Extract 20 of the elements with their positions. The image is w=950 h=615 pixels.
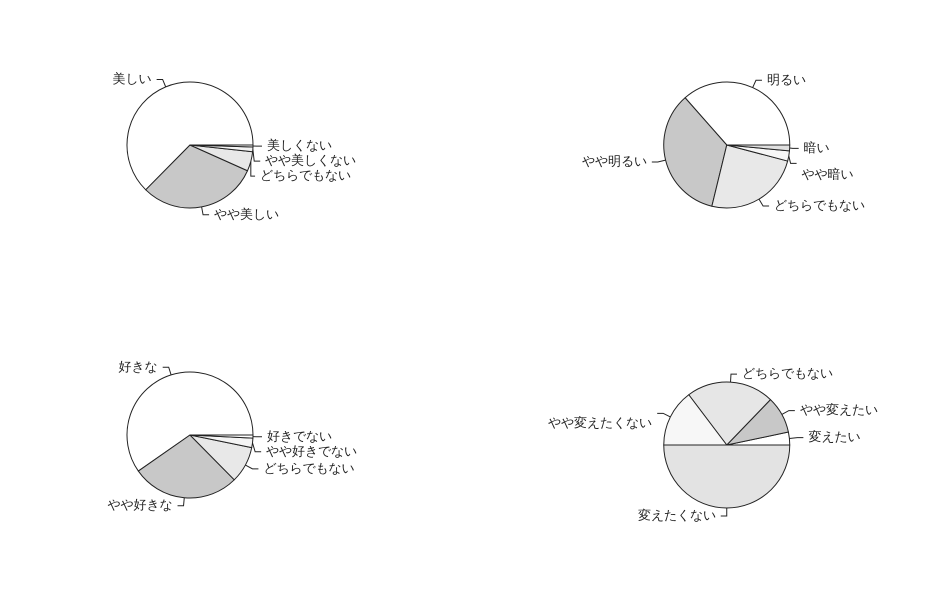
slice-label: やや好きな <box>108 498 173 514</box>
slice-label: 変えたくない <box>638 508 716 524</box>
slice-label: やや好きでない <box>266 444 358 460</box>
slice-label: 美しい <box>112 70 152 87</box>
slice-label: やや美しくない <box>265 152 356 169</box>
slice-label: 好きでない <box>266 429 332 444</box>
slice-label: やや美しい <box>214 206 280 222</box>
slice-label: どちらでもない <box>260 168 352 184</box>
slice-label: どちらでもない <box>263 461 354 476</box>
slice-label: やや変えたい <box>800 402 878 418</box>
slice-label: 暗い <box>804 140 830 156</box>
slice-label: 変えたい <box>808 429 860 446</box>
slice-label: やや暗い <box>802 168 854 183</box>
slice-label: やや変えたくない <box>548 415 652 432</box>
slice-label: 美しくない <box>266 138 332 154</box>
slice-label: 好きな <box>118 360 158 375</box>
slice-label: どちらでもない <box>742 366 833 382</box>
slice-label: 明るい <box>766 72 806 88</box>
slice-label: やや明るい <box>582 154 647 170</box>
slice-label: どちらでもない <box>774 198 866 214</box>
